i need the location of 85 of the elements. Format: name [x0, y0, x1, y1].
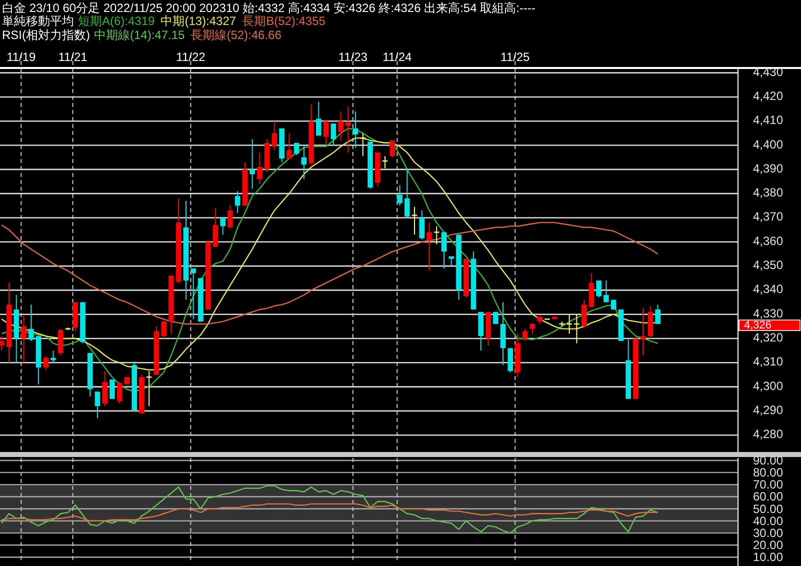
y-tick-label: 4,390: [752, 161, 784, 176]
candlestick: [323, 120, 329, 146]
candlestick: [316, 101, 322, 136]
candlestick: [338, 110, 344, 141]
y-tick-label: 30.00: [752, 526, 784, 540]
y-tick-label: 4,370: [752, 210, 784, 224]
candlestick: [272, 120, 278, 151]
candlestick: [530, 322, 536, 334]
candlestick: [220, 217, 226, 236]
candlestick: [640, 308, 646, 356]
candlestick: [257, 152, 262, 184]
candlestick: [426, 222, 432, 272]
candlestick: [21, 315, 26, 364]
legend-title: RSI(相対力指数): [2, 28, 90, 42]
y-tick-label: 10.00: [752, 550, 784, 564]
y-tick-label: 4,360: [752, 234, 784, 248]
y-tick-label: 80.00: [752, 466, 784, 480]
candlestick: [28, 304, 34, 342]
candlestick: [190, 268, 196, 320]
y-tick-label: 70.00: [752, 478, 784, 492]
candlestick: [596, 280, 602, 298]
y-tick-label: 4,310: [752, 354, 784, 369]
line-series: [1, 503, 658, 522]
y-tick-label: 4,410: [752, 113, 784, 128]
x-tick-label: 11/19: [6, 50, 36, 64]
y-tick-label: 4,280: [752, 427, 784, 442]
x-tick-label: 11/23: [338, 50, 368, 64]
candlestick: [234, 190, 240, 214]
candlestick: [116, 381, 122, 404]
y-tick-label: 4,380: [752, 186, 784, 200]
candlestick: [58, 328, 64, 356]
candlestick: [412, 206, 418, 236]
candlestick: [102, 370, 108, 407]
y-tick-label: 40.00: [752, 514, 784, 528]
y-tick-label: 4,400: [752, 137, 784, 152]
x-tick-label: 11/21: [58, 50, 88, 64]
candlestick: [301, 144, 307, 180]
candlestick: [508, 348, 513, 373]
y-tick-label: 4,330: [752, 306, 784, 320]
y-tick-label: 20.00: [752, 538, 784, 552]
y-tick-label: 4,350: [752, 258, 784, 272]
y-tick-label: 60.00: [752, 490, 784, 504]
candlestick: [161, 320, 166, 339]
y-tick-label: 90.00: [752, 453, 784, 468]
line-series: [1, 222, 658, 325]
y-tick-label: 4,420: [752, 88, 784, 103]
candlestick: [419, 210, 425, 240]
candlestick: [330, 123, 336, 146]
candlestick: [286, 132, 292, 160]
candlestick: [397, 184, 402, 206]
x-tick-label: 11/24: [382, 50, 412, 64]
candlestick: [43, 356, 49, 370]
candlestick: [604, 280, 609, 303]
candlestick: [212, 208, 218, 248]
chart-title: 白金 23/10 60分足 2022/11/25 20:00 202310 始:4332 高:4334 安:4326 終:4326 出来高:54 取組高:----: [2, 1, 536, 15]
candlestick: [294, 142, 300, 156]
candlestick: [655, 304, 660, 324]
text: 中期線(14):47.15: [94, 28, 186, 42]
candlestick: [0, 336, 4, 352]
candlestick: [581, 299, 587, 327]
x-tick-label: 11/22: [176, 50, 206, 64]
text: 長期B(52):4355: [242, 14, 326, 28]
candlestick: [94, 391, 100, 419]
candlestick: [434, 226, 440, 245]
candlestick: [110, 379, 115, 400]
text: 短期A(6):4319: [78, 14, 156, 28]
candlestick: [352, 110, 358, 148]
candlestick: [390, 140, 396, 158]
y-tick-label: 4,300: [752, 378, 784, 393]
candlestick: [345, 106, 351, 154]
candlestick: [441, 232, 447, 269]
candlestick: [404, 168, 410, 218]
candlestick: [522, 328, 528, 342]
y-tick-label: 4,430: [752, 64, 784, 79]
legend-title: 単純移動平均: [2, 14, 74, 28]
x-tick-label: 11/25: [500, 50, 530, 64]
candlestick: [250, 138, 255, 190]
y-tick-label: 4,320: [752, 330, 784, 344]
text: 4,326: [744, 319, 772, 332]
y-tick-label: 4,290: [752, 402, 784, 417]
text: 中期(13):4327: [160, 14, 236, 28]
y-tick-label: 50.00: [752, 502, 784, 516]
text: 長期線(52):46.66: [190, 28, 282, 42]
y-tick-label: 4,340: [752, 282, 784, 296]
candlestick: [228, 205, 233, 228]
